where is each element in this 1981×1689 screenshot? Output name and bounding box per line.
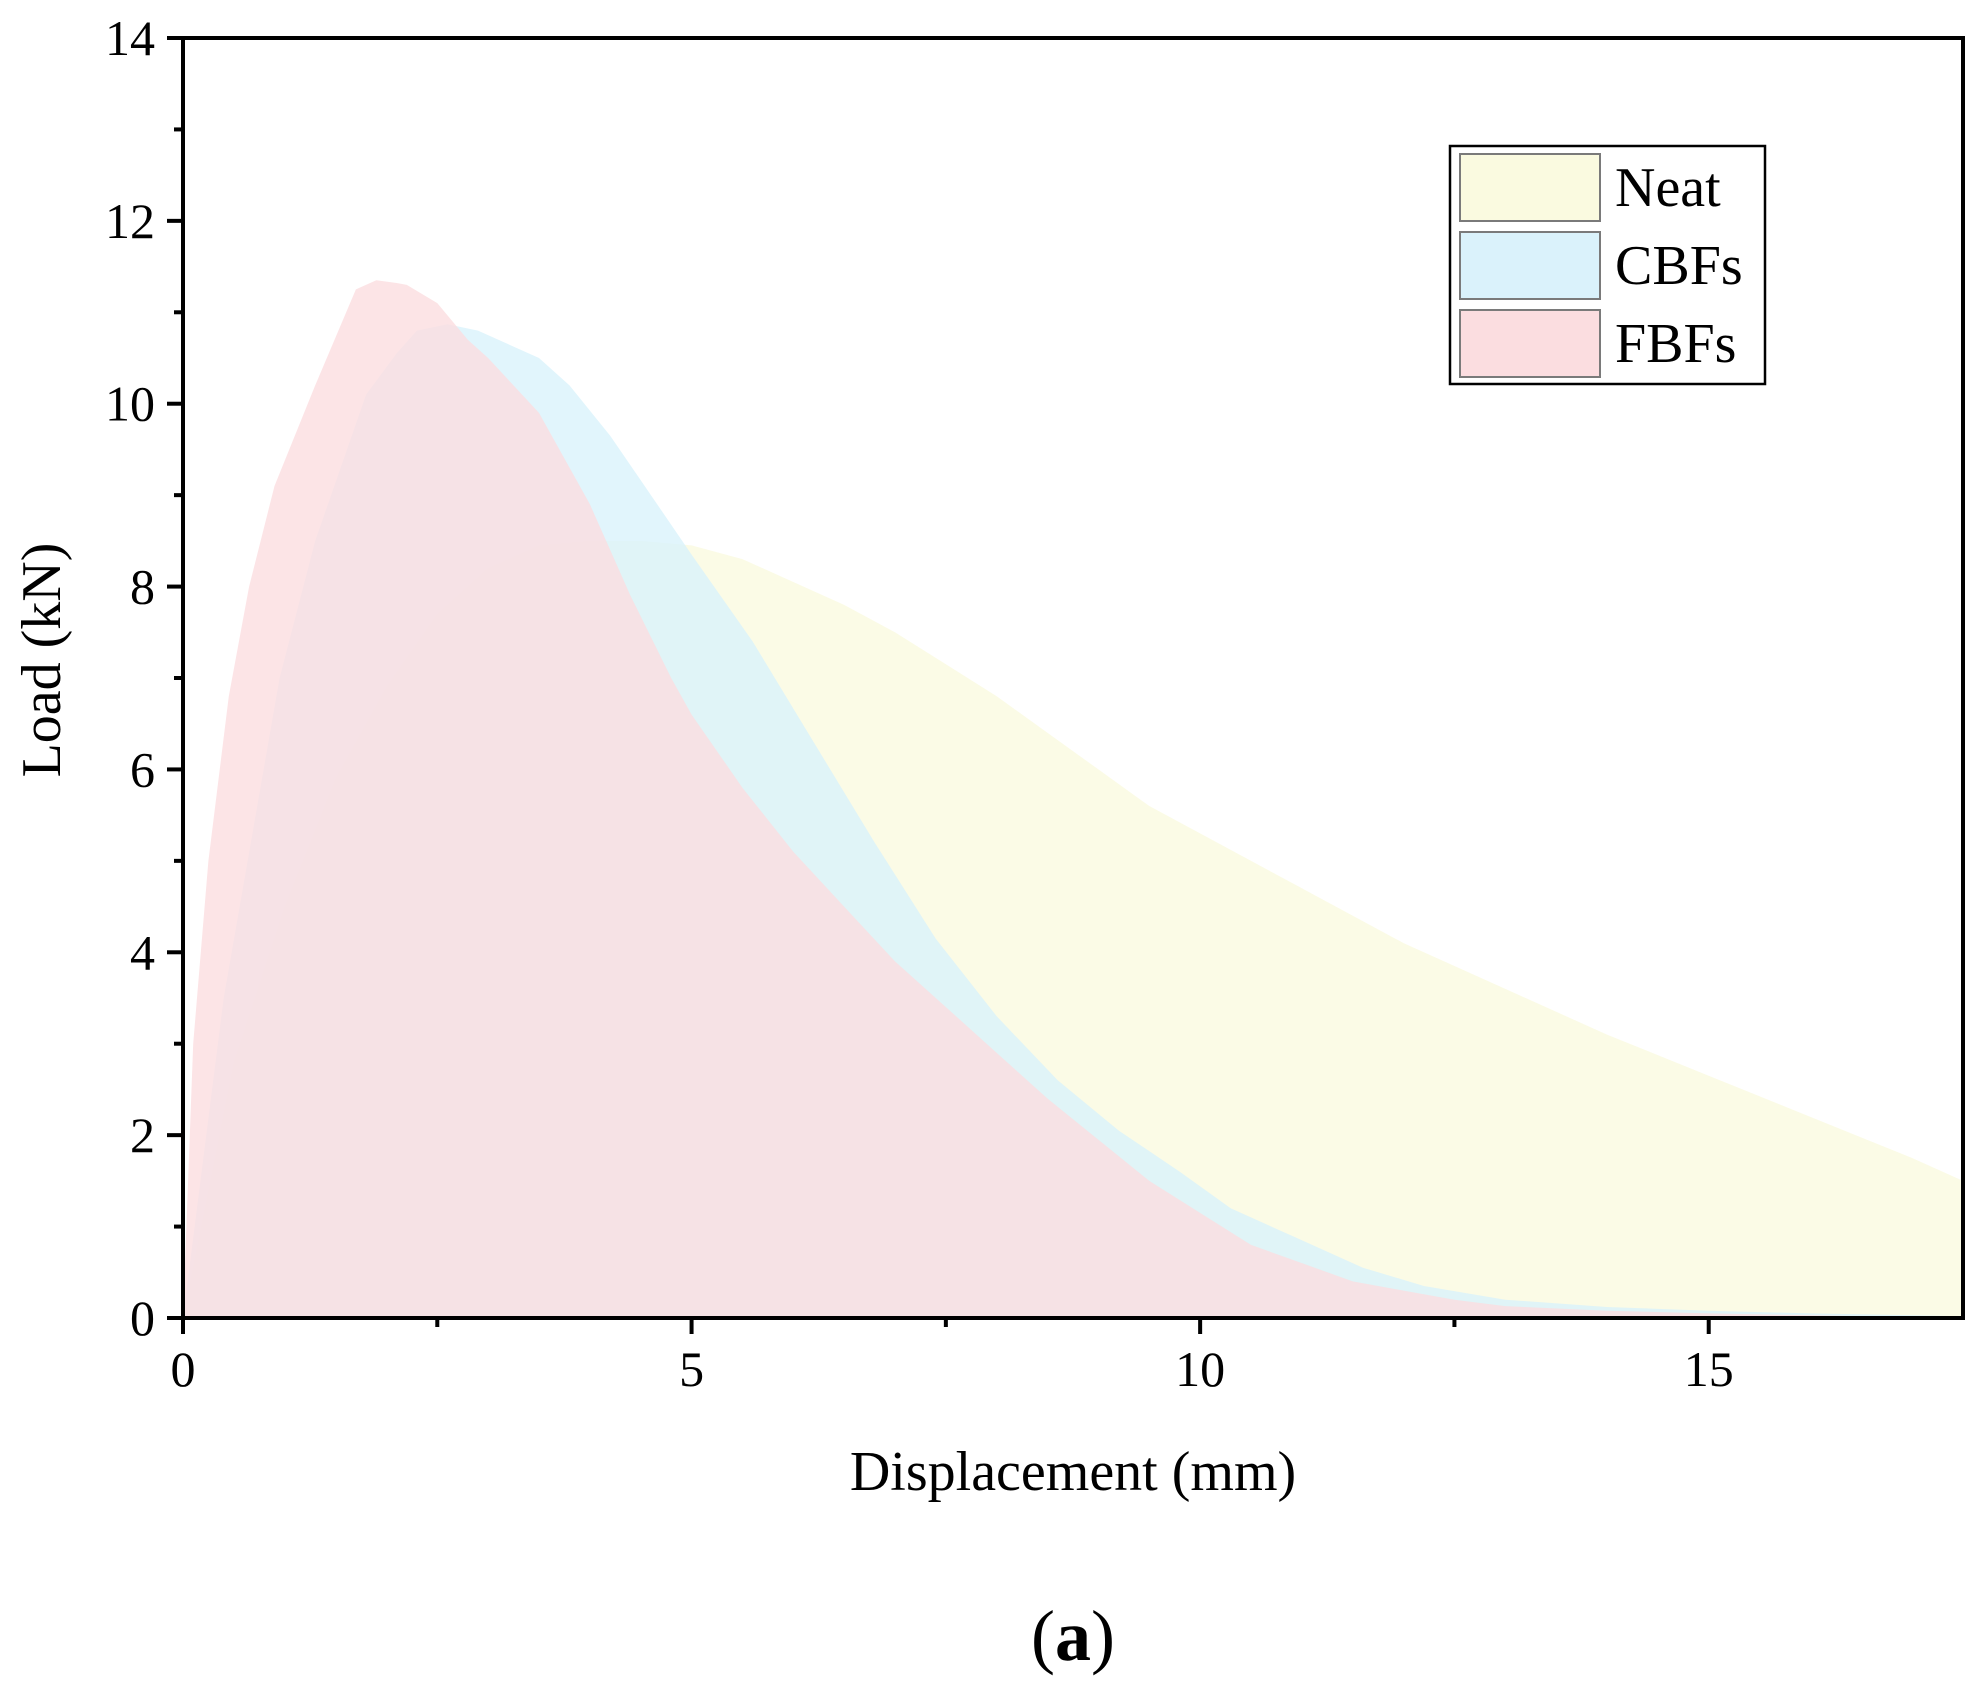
area-fbfs [183, 280, 1963, 1318]
panel-label: (a) [1031, 1596, 1115, 1676]
x-tick-label: 15 [1684, 1341, 1734, 1397]
legend: Neat CBFs FBFs [1448, 144, 1767, 386]
legend-swatch [1459, 153, 1601, 222]
legend-item-neat: Neat [1459, 153, 1721, 222]
y-tick-label: 2 [130, 1107, 155, 1163]
panel-label-open: ( [1031, 1596, 1055, 1676]
legend-swatch [1459, 309, 1601, 378]
panel-label-close: ) [1091, 1596, 1115, 1676]
x-tick-label: 0 [171, 1341, 196, 1397]
legend-label: FBFs [1615, 313, 1736, 375]
x-tick-label: 5 [679, 1341, 704, 1397]
series-areas [183, 280, 1963, 1318]
y-tick-label: 10 [105, 376, 155, 432]
y-tick-label: 0 [130, 1290, 155, 1346]
y-axis-title: Load (kN) [11, 543, 73, 778]
x-tick-label: 10 [1175, 1341, 1225, 1397]
y-tick-label: 12 [105, 193, 155, 249]
legend-swatch [1459, 231, 1601, 300]
y-tick-label: 6 [130, 741, 155, 797]
legend-label: CBFs [1615, 235, 1743, 297]
legend-item-fbfs: FBFs [1459, 309, 1736, 378]
y-tick-label: 4 [130, 924, 155, 980]
y-tick-label: 14 [105, 10, 155, 66]
x-axis-title: Displacement (mm) [850, 1441, 1296, 1503]
axis-tick-labels: 0 5 10 15 0 2 4 6 8 10 12 14 [105, 10, 1734, 1397]
panel-label-letter: a [1055, 1596, 1091, 1676]
axis-ticks [167, 36, 1711, 1334]
legend-label: Neat [1615, 157, 1721, 219]
legend-item-cbfs: CBFs [1459, 231, 1743, 300]
y-tick-label: 8 [130, 559, 155, 615]
